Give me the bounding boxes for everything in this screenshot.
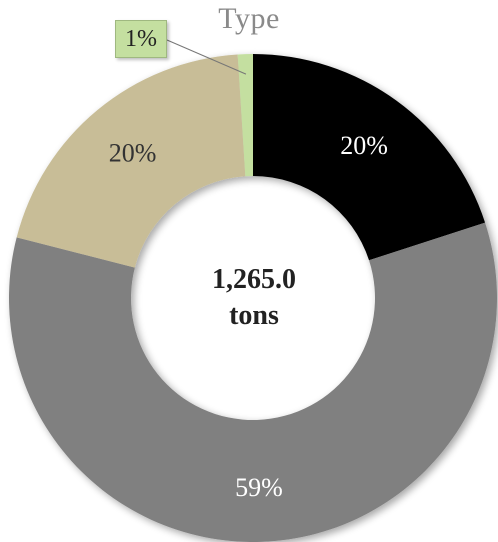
slice-label-0: 20% (340, 131, 388, 160)
donut-slices (8, 54, 497, 542)
center-total-unit: tons (229, 300, 279, 331)
center-total-value: 1,265.0 (212, 264, 296, 295)
chart-title: Type (218, 2, 280, 35)
slice-1 (8, 222, 497, 542)
slice-label-1: 59% (235, 473, 283, 502)
slice-3 (237, 54, 253, 177)
callout-leader-line (166, 39, 247, 75)
slice-label-2: 20% (109, 138, 157, 167)
callout-label-1-percent: 1% (115, 20, 167, 58)
slice-0 (253, 54, 486, 261)
slice-labels: 20% 59% 20% (109, 131, 388, 502)
slice-2 (16, 54, 246, 268)
center-total-label: 1,265.0 tons (154, 262, 354, 334)
